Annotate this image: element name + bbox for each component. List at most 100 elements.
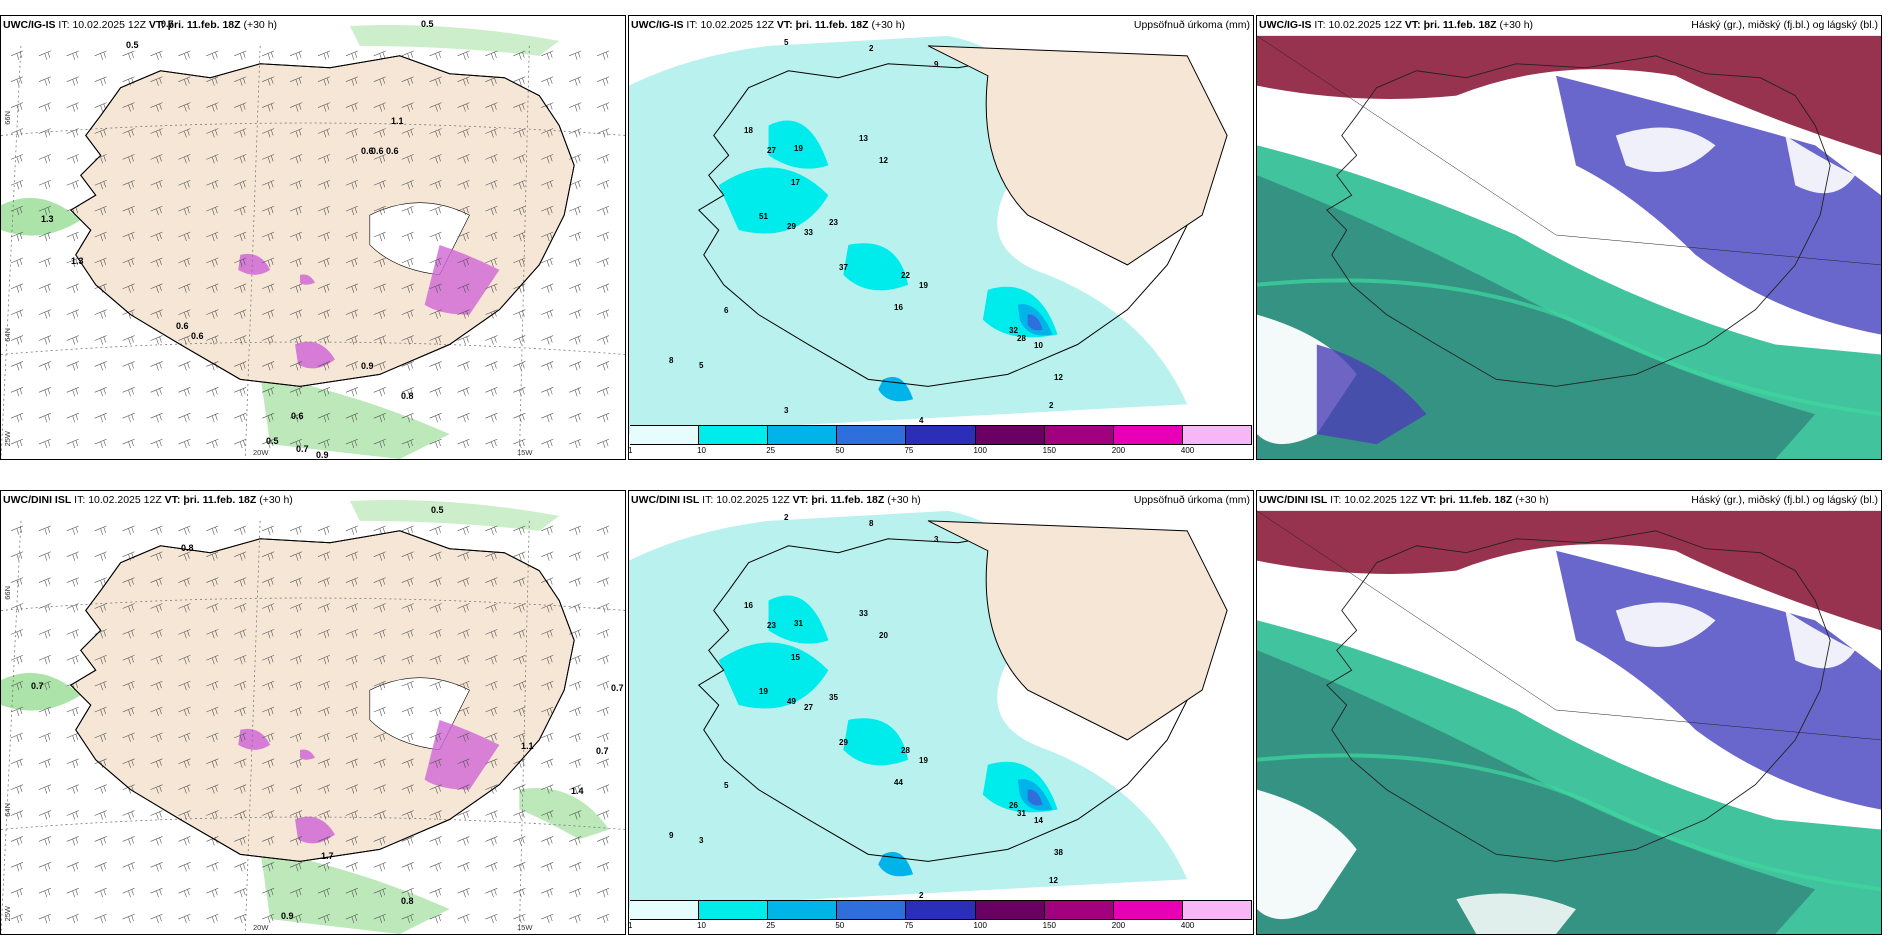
accum-value-label: 51 bbox=[759, 212, 768, 221]
it-label: IT: bbox=[58, 19, 70, 31]
accum-value-label: 12 bbox=[1054, 373, 1063, 382]
accum-value-label: 5 bbox=[784, 38, 789, 47]
colorbar-segment bbox=[1044, 426, 1114, 444]
vt-value: þri. 11.feb. 18Z bbox=[167, 19, 241, 31]
colorbar-segment bbox=[1113, 426, 1183, 444]
accum-value-label: 8 bbox=[669, 356, 674, 365]
colorbar-tick-label: 1 bbox=[628, 446, 633, 455]
accum-value-label: 33 bbox=[804, 228, 813, 237]
colorbar-tick-label: 400 bbox=[1180, 921, 1195, 930]
map-panel-igis-wind: 0.5 0.7 0.5 1.1 0.6 0.6 0.6 1.3 1.3 0.6 0.6 0.9 0.6 0… bbox=[0, 15, 626, 460]
accum-value-label: 28 bbox=[901, 746, 910, 755]
colorbar-segment bbox=[699, 901, 769, 919]
accum-value-label: 44 bbox=[894, 778, 903, 787]
precip-value-label: 0.5 bbox=[126, 40, 139, 50]
precip-value-label: 0.9 bbox=[281, 911, 294, 921]
colorbar-ticks: 1 10 25 50 75 100 150 200 400 bbox=[628, 446, 1252, 458]
accum-value-label: 8 bbox=[869, 519, 874, 528]
it-label: IT: bbox=[686, 19, 698, 31]
vt-label: VT: bbox=[776, 19, 793, 31]
accumulated-precip-map bbox=[629, 491, 1253, 934]
colorbar-segment bbox=[837, 901, 907, 919]
colorbar-segment bbox=[699, 426, 769, 444]
lead-time: (+30 h) bbox=[887, 494, 921, 506]
vt-value: þri. 11.feb. 18Z bbox=[1439, 494, 1513, 506]
accum-value-label: 2 bbox=[869, 44, 874, 53]
accum-value-label: 2 bbox=[919, 891, 924, 900]
vt-label: VT: bbox=[792, 494, 809, 506]
map-panel-dini-accum-precip: 2 8 3 16 23 31 15 19 49 27 35 33 20 29 44 28 19 26 31 38 14 1… bbox=[628, 490, 1254, 935]
colorbar-tick-label: 150 bbox=[1042, 921, 1057, 930]
colorbar-tick-label: 200 bbox=[1111, 921, 1126, 930]
panel-field-title: Háský (gr.), miðský (fj.bl.) og lágský (… bbox=[1691, 19, 1878, 31]
model-name: UWC/IG-IS bbox=[3, 19, 56, 31]
precip-value-label: 0.7 bbox=[296, 444, 309, 454]
accum-value-label: 14 bbox=[1034, 816, 1043, 825]
accum-value-label: 16 bbox=[894, 303, 903, 312]
lat-label-66n: 66N bbox=[3, 586, 12, 600]
colorbar-segment bbox=[1182, 901, 1252, 919]
panel-header: UWC/DINI ISL IT: 10.02.2025 12Z VT: þri.… bbox=[3, 494, 293, 506]
colorbar-segment bbox=[975, 901, 1045, 919]
panel-header: UWC/IG-IS IT: 10.02.2025 12Z VT: þri. 11… bbox=[1259, 19, 1533, 31]
accum-value-label: 5 bbox=[699, 361, 704, 370]
colorbar-segment bbox=[906, 901, 976, 919]
accum-value-label: 4 bbox=[919, 416, 924, 425]
vt-label: VT: bbox=[1420, 494, 1437, 506]
precip-value-label: 1.3 bbox=[41, 214, 54, 224]
precip-value-label: 0.8 bbox=[181, 543, 194, 553]
accum-value-label: 2 bbox=[784, 513, 789, 522]
lon-label-20w: 20W bbox=[253, 923, 269, 932]
colorbar-tick-label: 150 bbox=[1042, 446, 1057, 455]
precip-value-label: 0.5 bbox=[431, 505, 444, 515]
model-name: UWC/IG-IS bbox=[631, 19, 684, 31]
panel-field-title: Uppsöfnuð úrkoma (mm) bbox=[1133, 494, 1250, 506]
accum-value-label: 12 bbox=[1049, 876, 1058, 885]
colorbar-ticks: 1 10 25 50 75 100 150 200 400 bbox=[628, 921, 1252, 933]
accum-value-label: 19 bbox=[919, 281, 928, 290]
colorbar-segment bbox=[1113, 901, 1183, 919]
colorbar-tick-label: 75 bbox=[904, 446, 914, 455]
accum-value-label: 31 bbox=[794, 619, 803, 628]
precip-value-label: 0.7 bbox=[611, 683, 624, 693]
accum-value-label: 13 bbox=[859, 134, 868, 143]
accumulated-precip-map bbox=[629, 16, 1253, 459]
vt-value: þri. 11.feb. 18Z bbox=[183, 494, 257, 506]
colorbar-segment bbox=[768, 426, 838, 444]
colorbar-segment bbox=[1044, 901, 1114, 919]
it-label: IT: bbox=[1314, 19, 1326, 31]
colorbar-tick-label: 400 bbox=[1180, 446, 1195, 455]
accum-value-label: 29 bbox=[839, 738, 848, 747]
accum-value-label: 35 bbox=[829, 693, 838, 702]
precip-value-label: 0.7 bbox=[31, 681, 44, 691]
precip-value-label: 1.1 bbox=[391, 116, 404, 126]
colorbar-segment bbox=[630, 901, 700, 919]
colorbar-tick-label: 1 bbox=[628, 921, 633, 930]
panel-header: UWC/DINI ISL IT: 10.02.2025 12Z VT: þri.… bbox=[631, 494, 921, 506]
precip-value-label: 0.8 bbox=[401, 896, 414, 906]
accum-value-label: 27 bbox=[804, 703, 813, 712]
map-panel-igis-accum-precip: 5 2 9 18 27 19 17 51 29 33 23 13 12 37 16 22 19 32 28 12 10 2… bbox=[628, 15, 1254, 460]
precip-value-label: 1.4 bbox=[571, 786, 584, 796]
wind-precip-map bbox=[1, 16, 625, 459]
cloud-cover-map bbox=[1257, 16, 1881, 459]
lat-label-66n: 66N bbox=[3, 111, 12, 125]
accum-value-label: 37 bbox=[839, 263, 848, 272]
panel-header: UWC/IG-IS IT: 10.02.2025 12Z VT: þri. 11… bbox=[3, 19, 277, 31]
precip-value-label: 0.9 bbox=[316, 450, 329, 460]
colorbar-tick-label: 50 bbox=[835, 446, 845, 455]
accum-value-label: 49 bbox=[787, 697, 796, 706]
precip-value-label: 0.6 bbox=[191, 331, 204, 341]
colorbar-tick-label: 10 bbox=[697, 921, 707, 930]
colorbar-segment bbox=[630, 426, 700, 444]
panel-header: UWC/IG-IS IT: 10.02.2025 12Z VT: þri. 11… bbox=[631, 19, 905, 31]
precip-value-label: 0.6 bbox=[386, 146, 399, 156]
colorbar-tick-label: 200 bbox=[1111, 446, 1126, 455]
accum-value-label: 32 bbox=[1009, 326, 1018, 335]
colorbar-tick-label: 10 bbox=[697, 446, 707, 455]
precip-value-label: 1.7 bbox=[321, 851, 334, 861]
lat-label-64n: 64N bbox=[3, 803, 12, 817]
it-label: IT: bbox=[702, 494, 714, 506]
colorbar-tick-label: 100 bbox=[973, 921, 987, 930]
accum-value-label: 6 bbox=[724, 306, 729, 315]
